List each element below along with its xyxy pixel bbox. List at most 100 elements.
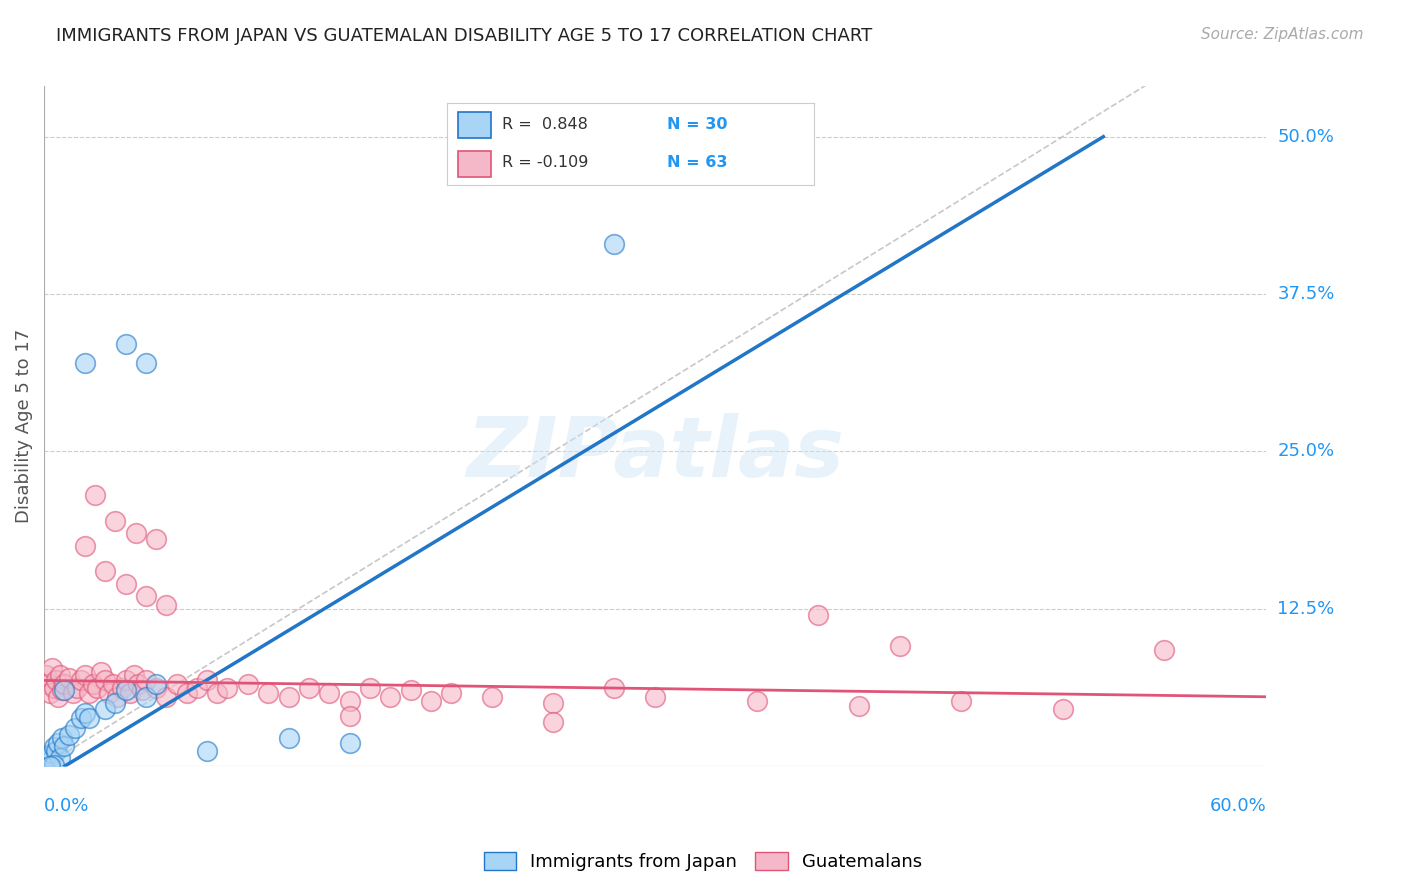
Point	[41, 661, 63, 675]
Point	[440, 686, 463, 700]
Point	[82, 677, 104, 691]
Point	[77, 711, 100, 725]
Point	[44, 740, 66, 755]
Point	[86, 681, 108, 695]
Point	[35, 753, 58, 767]
Point	[63, 721, 86, 735]
Point	[114, 673, 136, 688]
Point	[339, 736, 361, 750]
Point	[135, 690, 157, 704]
Point	[49, 751, 72, 765]
Point	[73, 668, 96, 682]
Point	[420, 693, 443, 707]
Point	[277, 731, 299, 746]
Text: Source: ZipAtlas.com: Source: ZipAtlas.com	[1201, 27, 1364, 42]
Point	[114, 576, 136, 591]
Point	[66, 681, 89, 695]
Point	[131, 683, 153, 698]
Point	[37, 748, 59, 763]
Point	[236, 677, 259, 691]
Point	[339, 708, 361, 723]
Point	[104, 514, 127, 528]
Point	[380, 690, 402, 704]
Point	[41, 747, 63, 761]
Point	[145, 681, 167, 695]
Point	[949, 693, 972, 707]
Text: 12.5%: 12.5%	[1278, 599, 1334, 617]
Point	[603, 681, 626, 695]
Point	[135, 589, 157, 603]
Point	[1153, 643, 1175, 657]
Point	[35, 668, 58, 682]
Point	[48, 690, 70, 704]
Point	[298, 681, 321, 695]
Point	[889, 640, 911, 654]
Point	[94, 702, 117, 716]
Point	[77, 686, 100, 700]
Point	[217, 681, 239, 695]
Point	[39, 686, 62, 700]
Point	[51, 731, 73, 746]
Point	[207, 686, 229, 700]
Point	[73, 539, 96, 553]
Point	[45, 744, 67, 758]
Point	[37, 677, 59, 691]
Legend: Immigrants from Japan, Guatemalans: Immigrants from Japan, Guatemalans	[477, 845, 929, 879]
Point	[94, 564, 117, 578]
Point	[135, 356, 157, 370]
Point	[39, 759, 62, 773]
Point	[107, 690, 129, 704]
Point	[176, 686, 198, 700]
Point	[104, 696, 127, 710]
Point	[122, 668, 145, 682]
Point	[49, 668, 72, 682]
Point	[53, 739, 76, 753]
Point	[62, 686, 84, 700]
Point	[339, 693, 361, 707]
Point	[543, 714, 565, 729]
Point	[257, 686, 280, 700]
Point	[58, 727, 80, 741]
Point	[543, 696, 565, 710]
Point	[110, 681, 132, 695]
Text: IMMIGRANTS FROM JAPAN VS GUATEMALAN DISABILITY AGE 5 TO 17 CORRELATION CHART: IMMIGRANTS FROM JAPAN VS GUATEMALAN DISA…	[56, 27, 873, 45]
Point	[94, 673, 117, 688]
Text: 60.0%: 60.0%	[1209, 797, 1267, 814]
Y-axis label: Disability Age 5 to 17: Disability Age 5 to 17	[15, 329, 32, 524]
Point	[58, 671, 80, 685]
Point	[127, 677, 149, 691]
Text: 37.5%: 37.5%	[1278, 285, 1334, 303]
Text: ZIPatlas: ZIPatlas	[467, 413, 844, 494]
Point	[155, 690, 177, 704]
Point	[114, 337, 136, 351]
Point	[399, 683, 422, 698]
Text: 50.0%: 50.0%	[1278, 128, 1334, 145]
Point	[848, 698, 870, 713]
Point	[145, 677, 167, 691]
Text: 0.0%: 0.0%	[44, 797, 90, 814]
Point	[73, 706, 96, 720]
Point	[44, 757, 66, 772]
Point	[69, 711, 91, 725]
Point	[44, 681, 66, 695]
Point	[103, 677, 125, 691]
Point	[73, 356, 96, 370]
Point	[603, 236, 626, 251]
Point	[166, 677, 188, 691]
Point	[745, 693, 768, 707]
Point	[45, 673, 67, 688]
Point	[48, 736, 70, 750]
Point	[186, 681, 208, 695]
Point	[39, 754, 62, 768]
Point	[53, 683, 76, 698]
Point	[1052, 702, 1074, 716]
Point	[51, 683, 73, 698]
Point	[125, 526, 148, 541]
Point	[90, 665, 112, 679]
Point	[644, 690, 666, 704]
Text: 25.0%: 25.0%	[1278, 442, 1334, 460]
Point	[114, 683, 136, 698]
Point	[84, 488, 107, 502]
Point	[359, 681, 381, 695]
Point	[318, 686, 340, 700]
